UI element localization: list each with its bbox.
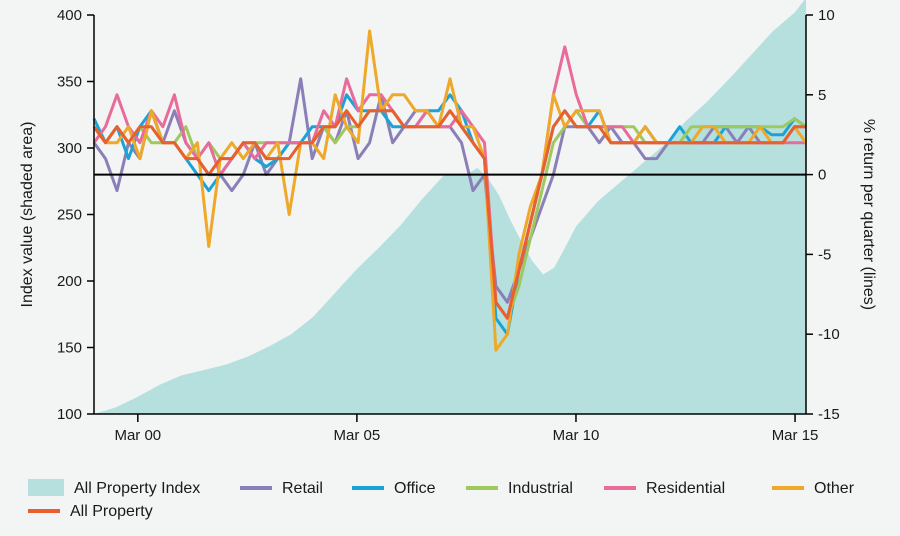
- area-all-property-index: [94, 0, 806, 414]
- left-tick-label: 400: [57, 7, 82, 24]
- left-tick-label: 250: [57, 207, 82, 224]
- right-tick-label: -10: [818, 326, 840, 343]
- left-axis-title: Index value (shaded area): [19, 122, 36, 308]
- left-tick-label: 300: [57, 140, 82, 157]
- right-tick-label: 0: [818, 167, 826, 184]
- legend-label-other: Other: [814, 480, 855, 497]
- right-tick-label: 5: [818, 87, 826, 104]
- legend-label-retail: Retail: [282, 480, 323, 497]
- series-line-office: [92, 93, 807, 336]
- left-tick-label: 100: [57, 406, 82, 423]
- left-tick-label: 200: [57, 273, 82, 290]
- right-tick-label: 10: [818, 7, 835, 24]
- legend-label-industrial: Industrial: [508, 480, 573, 497]
- legend-label-office: Office: [394, 480, 436, 497]
- area-layer: [94, 0, 806, 414]
- legend-label-all-property-index: All Property Index: [74, 480, 200, 497]
- x-tick-label: Mar 00: [114, 427, 161, 444]
- right-tick-label: -15: [818, 406, 840, 423]
- x-tick-label: Mar 05: [334, 427, 381, 444]
- x-tick-label: Mar 10: [553, 427, 600, 444]
- series-line-all-property: [92, 109, 806, 320]
- legend-label-all-property: All Property: [70, 503, 153, 520]
- right-axis-title: % return per quarter (lines): [860, 119, 877, 310]
- right-tick-label: -5: [818, 246, 831, 263]
- legend: All Property Index Retail Office Industrial…: [28, 479, 855, 520]
- axes-layer: 400 350 300 250 200 150 100 10 5 0 -5 -10 -15 Mar 00 M…: [19, 7, 877, 444]
- lines-layer: [92, 29, 808, 352]
- legend-label-residential: Residential: [646, 480, 725, 497]
- left-tick-label: 350: [57, 74, 82, 91]
- left-tick-label: 150: [57, 340, 82, 357]
- legend-swatch-all-property-index: [28, 479, 64, 496]
- x-tick-label: Mar 15: [772, 427, 819, 444]
